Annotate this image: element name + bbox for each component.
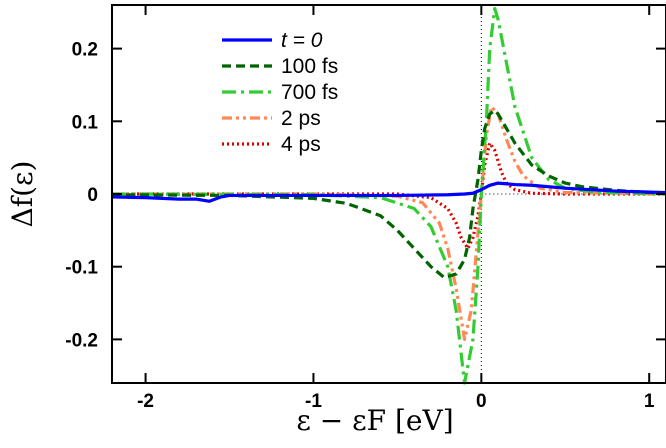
x-tick-label: 1 — [644, 391, 655, 412]
y-tick-label: 0 — [87, 185, 98, 206]
legend-label-3: 2 ps — [281, 107, 321, 130]
series-line-1 — [111, 108, 666, 280]
y-tick-label: 0.2 — [72, 40, 98, 61]
x-tick-label: -1 — [305, 391, 322, 412]
legend-label-2: 700 fs — [281, 81, 338, 104]
x-axis-title: ε − εF [eV] — [296, 404, 453, 437]
series-lines — [111, 7, 666, 385]
y-tick-label: -0.2 — [65, 330, 98, 351]
x-tick-label: 0 — [476, 391, 487, 412]
legend: t = 0 100 fs 700 fs 2 ps 4 ps — [222, 29, 338, 156]
series-line-0 — [111, 181, 666, 203]
y-axis-title: Δf(ε) — [6, 161, 39, 228]
axis-ticks: -2 -1 0 1 -0.2 -0.1 0 0.1 0.2 — [65, 5, 666, 412]
y-tick-label: 0.1 — [72, 112, 99, 133]
legend-label-1: 100 fs — [281, 55, 338, 78]
x-tick-label: -2 — [137, 391, 154, 412]
legend-label-4: 4 ps — [281, 133, 321, 156]
legend-label-0: t = 0 — [281, 29, 323, 52]
y-tick-label: -0.1 — [65, 258, 98, 279]
